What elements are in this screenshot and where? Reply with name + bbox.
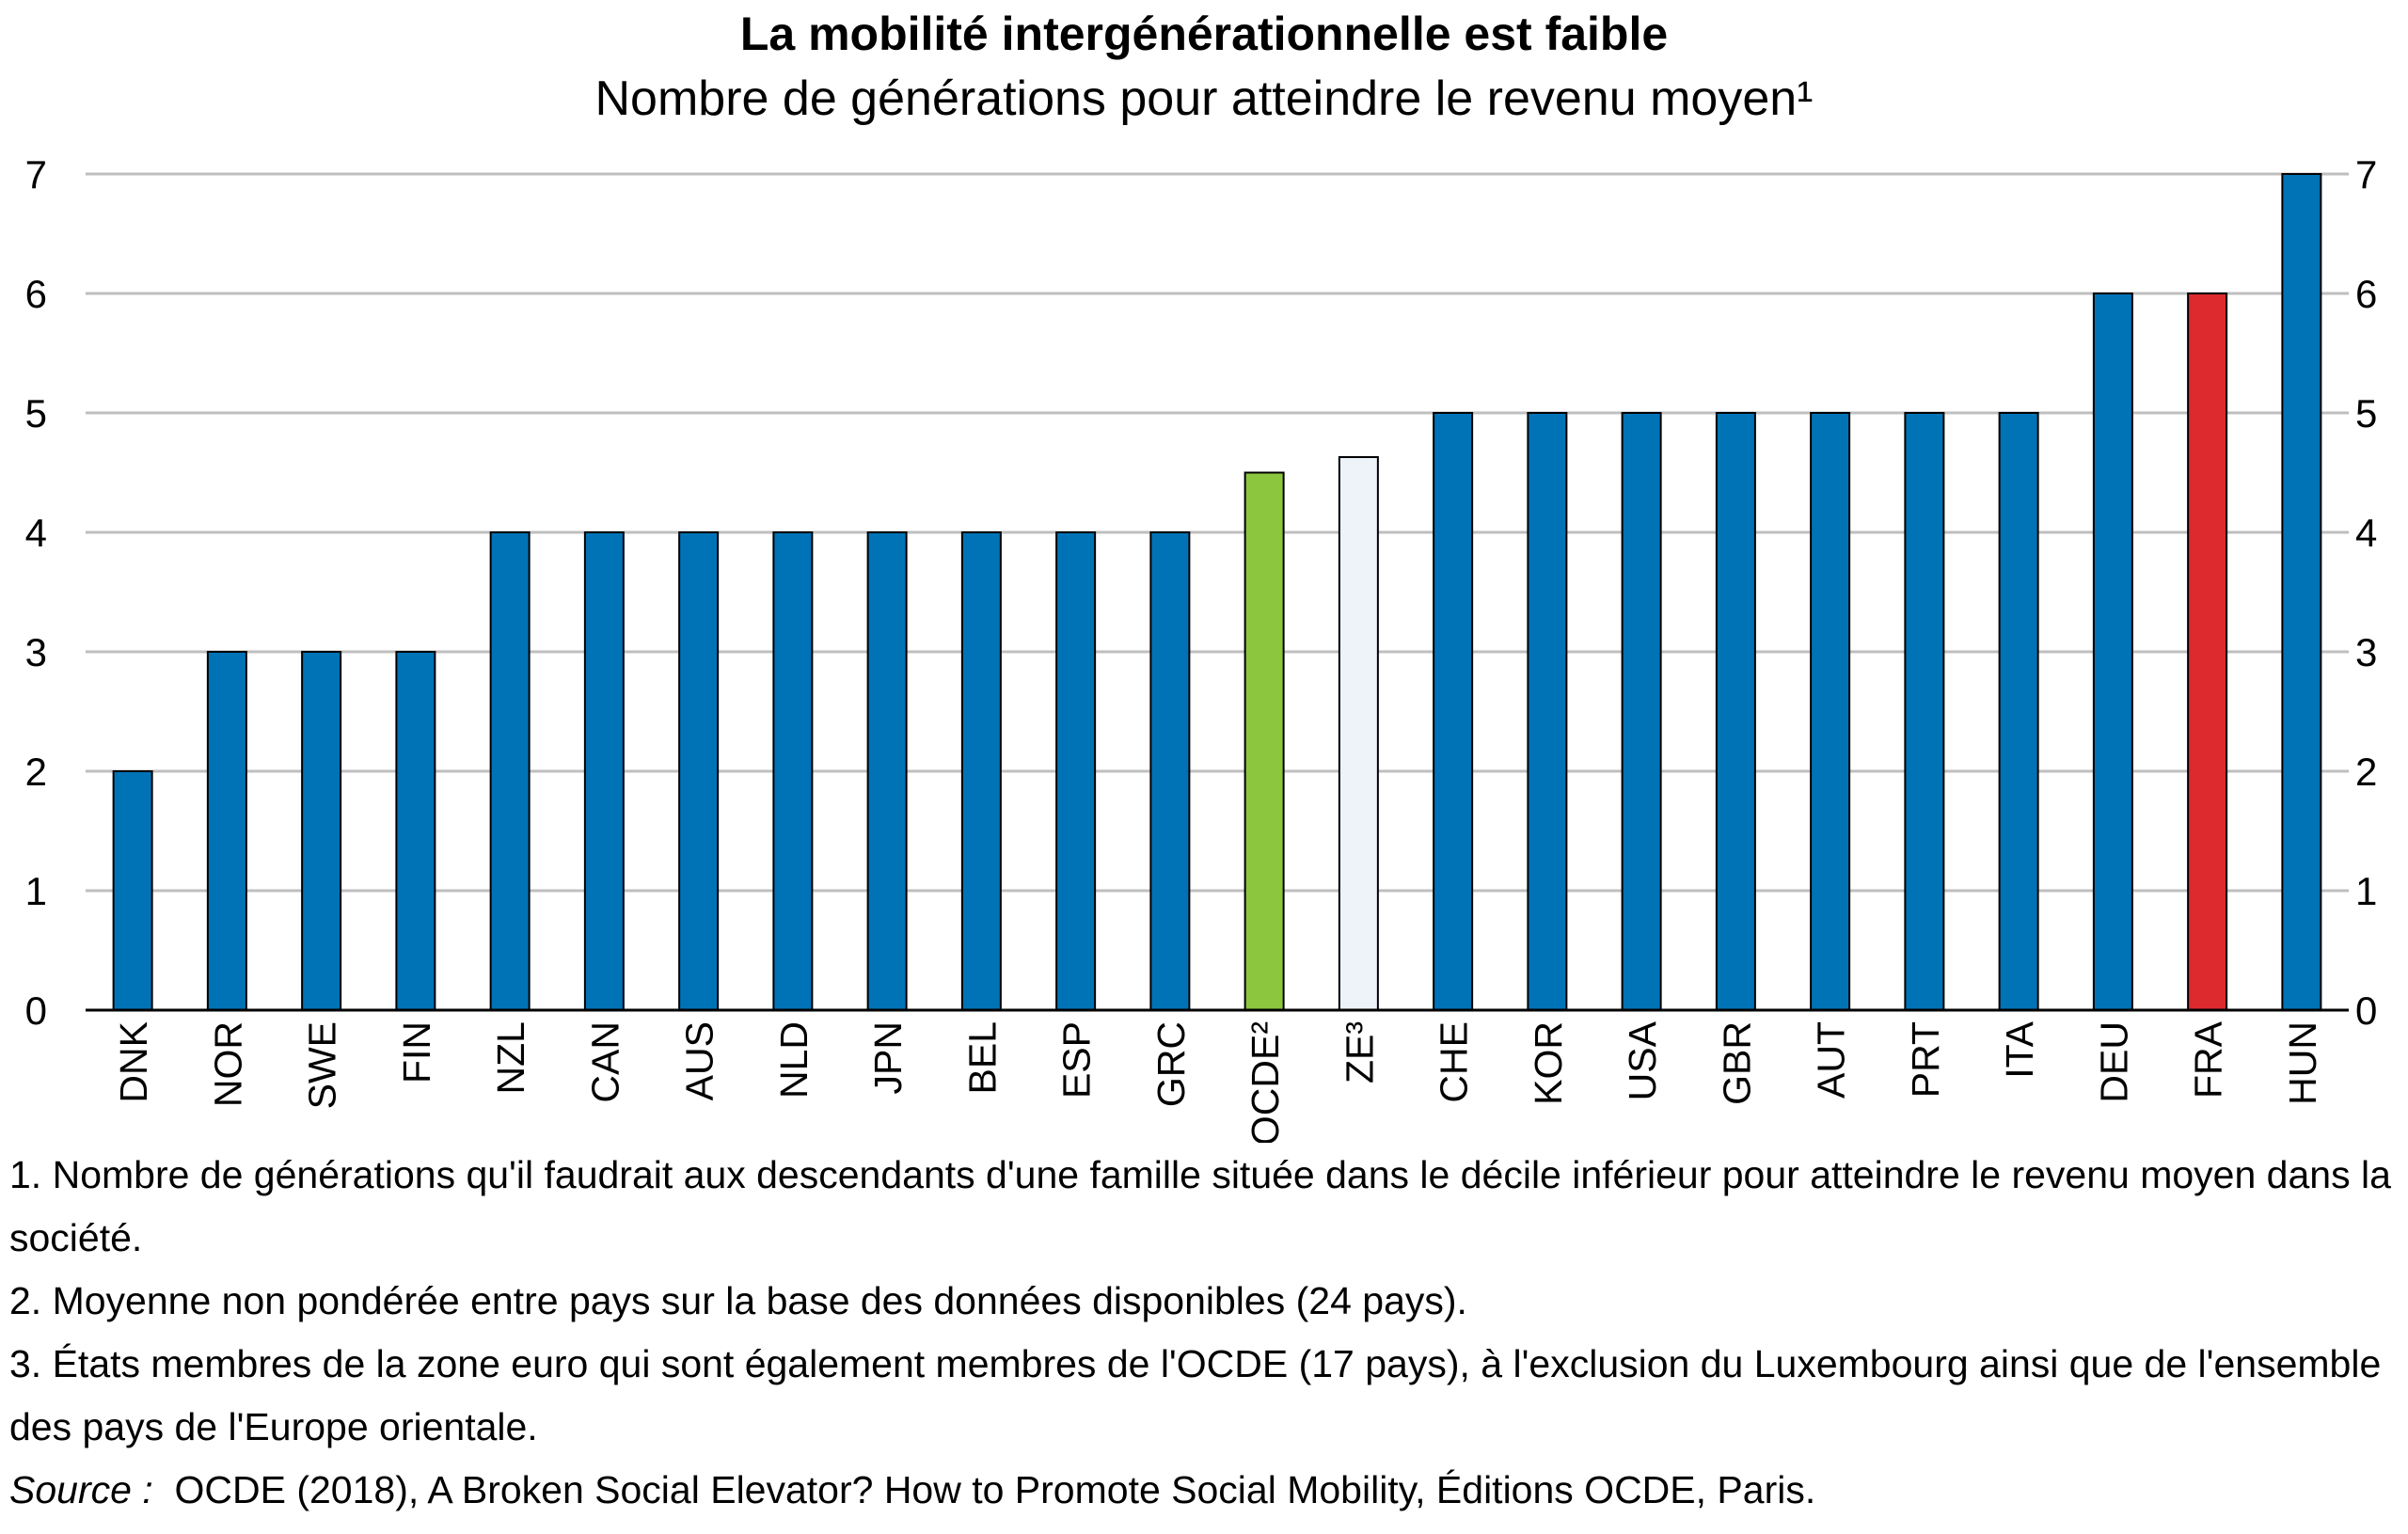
bar-aus [678,531,720,1011]
bar-esp [1055,531,1097,1011]
bar-deu [2092,293,2133,1011]
source-text: OCDE (2018), A Broken Social Elevator? H… [174,1468,1816,1511]
x-tick-label: ESP [1055,1021,1099,1099]
x-tick-label: CAN [583,1021,626,1103]
source-label: Source : [9,1468,153,1511]
bar-nzl [489,531,531,1011]
y-tick-label-left: 0 [25,988,47,1033]
x-tick-label: ZE³ [1338,1021,1381,1083]
y-tick-label-right: 7 [2355,152,2377,197]
x-tick-label: SWE [301,1021,344,1109]
y-tick-label-left: 1 [25,869,47,913]
bar-usa [1621,412,1662,1011]
bar-hun [2281,173,2322,1011]
y-tick-label-left: 2 [25,750,47,794]
tick-labels: 0 0 1 1 2 2 3 3 4 4 5 5 6 6 7 7 DNK NOR SWE FIN NZL CAN AUS NLD… [25,152,2378,1143]
y-tick-label-left: 3 [25,630,47,674]
y-tick-label-right: 1 [2355,869,2377,913]
bar-jpn [866,531,908,1011]
chart-title: La mobilité intergénérationnelle est fai… [739,8,1669,60]
footnote-1: 1. Nombre de générations qu'il faudrait … [9,1153,2391,1259]
y-tick-label-left: 5 [25,391,47,435]
y-tick-label-right: 4 [2355,511,2377,555]
bar-can [583,531,625,1011]
bar-ocde² [1244,471,1285,1011]
x-tick-label: NOR [206,1021,249,1107]
x-tick-label: NLD [772,1021,816,1099]
x-tick-label: GBR [1715,1021,1758,1105]
bar-ita [1998,412,2039,1011]
chart-subtitle: Nombre de générations pour atteindre le … [594,71,1814,126]
x-tick-label: AUT [1810,1021,1853,1099]
bar-chart: 0 0 1 1 2 2 3 3 4 4 5 5 6 6 7 7 DNK NOR SWE FIN NZL CAN AUS NLD… [25,152,2378,1143]
y-tick-label-right: 5 [2355,391,2377,435]
notes: 1. Nombre de générations qu'il faudrait … [9,1144,2399,1522]
bar-fra [2187,293,2228,1011]
x-tick-label: NZL [489,1021,532,1094]
x-tick-label: KOR [1527,1021,1570,1105]
y-tick-label-right: 3 [2355,630,2377,674]
y-tick-label-right: 2 [2355,750,2377,794]
bar-aut [1810,412,1851,1011]
bar-swe [301,651,342,1011]
x-tick-label: JPN [866,1021,910,1094]
bar-gbr [1715,412,1756,1011]
x-tick-label: AUS [678,1021,721,1100]
bar-dnk [112,770,153,1011]
x-tick-label: HUN [2281,1021,2324,1105]
footnote-3: 3. États membres de la zone euro qui son… [9,1342,2382,1448]
bar-kor [1527,412,1568,1011]
bar-grc [1149,531,1191,1011]
source-line: Source : OCDE (2018), A Broken Social El… [9,1459,2399,1522]
x-tick-label: OCDE² [1244,1021,1287,1143]
x-tick-label: DNK [112,1021,155,1103]
x-tick-label: PRT [1904,1021,1947,1098]
y-tick-label-left: 7 [25,152,47,197]
bar-che [1433,412,1474,1011]
x-tick-label: CHE [1433,1021,1476,1103]
gridlines [86,172,2349,893]
bar-prt [1904,412,1945,1011]
bar-nld [772,531,814,1011]
x-tick-label: DEU [2092,1021,2135,1103]
x-tick-label: FRA [2187,1020,2230,1099]
x-tick-label: BEL [960,1021,1004,1095]
y-tick-label-left: 6 [25,272,47,316]
bar-bel [960,531,1002,1011]
bar-fin [395,651,436,1011]
y-tick-label-right: 0 [2355,988,2377,1033]
footnote-2: 2. Moyenne non pondérée entre pays sur l… [9,1279,1467,1322]
y-tick-label-left: 4 [25,511,47,555]
y-tick-label-right: 6 [2355,272,2377,316]
bar-ze³ [1338,455,1379,1011]
x-tick-label: USA [1621,1020,1664,1100]
bars [112,173,2322,1011]
x-tick-label: ITA [1998,1020,2041,1078]
x-tick-label: GRC [1149,1021,1193,1107]
bar-nor [206,651,247,1011]
x-tick-label: FIN [395,1021,438,1083]
